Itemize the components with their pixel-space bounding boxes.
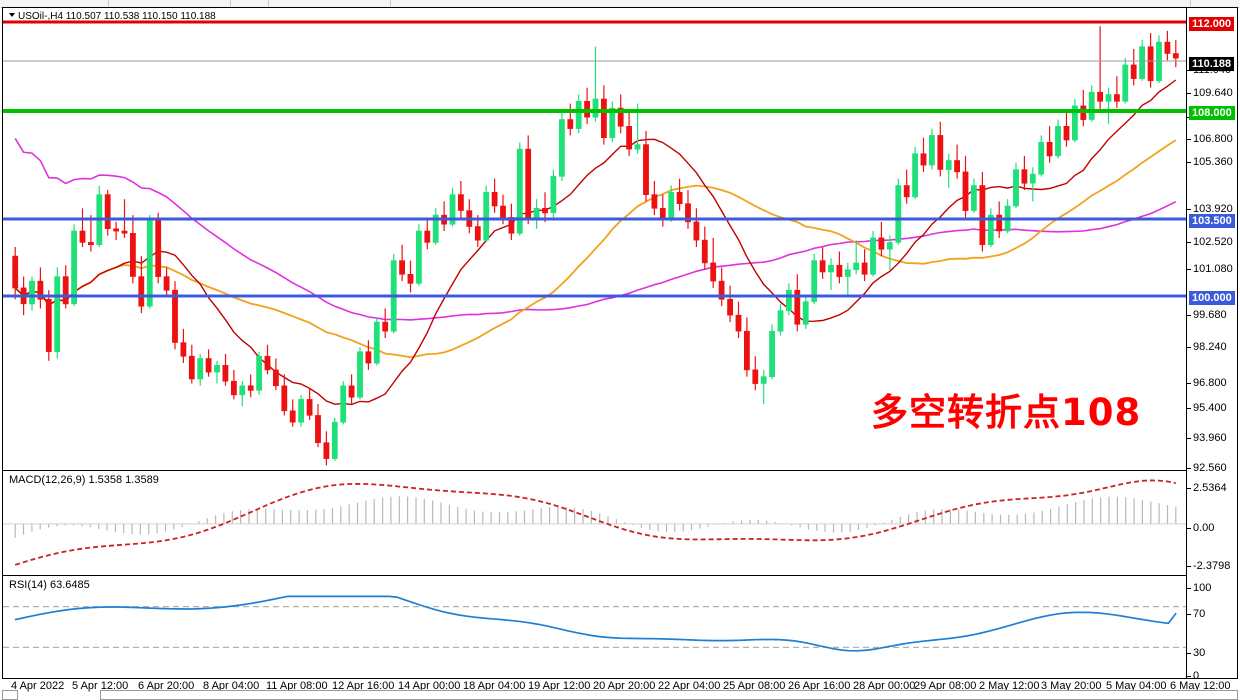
symbol-ohlc-text: USOil-,H4 110.507 110.538 110.150 110.18… — [18, 11, 216, 22]
scale-tick-mark — [1187, 347, 1191, 348]
scale-tick-mark — [1187, 468, 1191, 469]
toolbar-segment[interactable] — [230, 0, 269, 7]
time-axis-label: 19 Apr 12:00 — [528, 680, 591, 692]
price-level-108[interactable]: 108.000 — [1189, 106, 1235, 120]
time-axis-label: 12 Apr 16:00 — [332, 680, 395, 692]
scale-tick-label: 0 — [1193, 670, 1200, 682]
scale-tick-mark — [1187, 162, 1191, 163]
rsi-pane[interactable] — [3, 576, 1186, 678]
time-axis-label: 18 Apr 04:00 — [463, 680, 526, 692]
toolbar-segment[interactable] — [108, 0, 231, 7]
scale-tick-label: 0.00 — [1193, 522, 1215, 534]
time-axis-label: 2 May 12:00 — [979, 680, 1040, 692]
scale-tick-label: 93.960 — [1193, 432, 1227, 444]
scale-tick-mark — [1187, 614, 1191, 615]
time-axis-label: 29 Apr 08:00 — [914, 680, 977, 692]
scale-tick-mark — [1187, 676, 1191, 677]
time-axis-label: 22 Apr 04:00 — [658, 680, 721, 692]
time-axis-label: 25 Apr 08:00 — [723, 680, 786, 692]
scale-tick-mark — [1187, 408, 1191, 409]
rsi-scale-group: 100 70 30 0 — [1187, 576, 1238, 682]
scale-tick-label: 102.520 — [1193, 236, 1233, 248]
price-plot-svg — [3, 20, 1186, 466]
scale-tick-mark — [1187, 566, 1191, 567]
pane-separator-macd-rsi — [3, 575, 1186, 576]
scale-tick-label: -2.3798 — [1193, 560, 1231, 572]
time-axis-label: 6 May 12:00 — [1170, 680, 1231, 692]
scale-tick-mark — [1187, 653, 1191, 654]
scale-tick-label: 106.800 — [1193, 133, 1233, 145]
scale-tick-label: 99.680 — [1193, 309, 1227, 321]
rsi-header: RSI(14) 63.6485 — [9, 579, 90, 591]
scale-tick-mark — [1187, 383, 1191, 384]
scale-tick-mark — [1187, 139, 1191, 140]
toolbar-segment[interactable] — [390, 0, 1191, 7]
price-scale-group: 111.040109.640108.200106.800105.360103.9… — [1187, 8, 1238, 474]
scale-tick-mark — [1187, 269, 1191, 270]
scale-tick-mark — [1187, 209, 1191, 210]
rsi-plot-svg — [3, 595, 1186, 652]
time-axis-label: 5 Apr 12:00 — [72, 680, 129, 692]
pane-separator-price-macd — [3, 470, 1186, 471]
scale-tick-label: 30 — [1193, 647, 1206, 659]
time-axis-label: 5 May 04:00 — [1106, 680, 1167, 692]
value-scale[interactable]: 111.040109.640108.200106.800105.360103.9… — [1186, 8, 1238, 682]
time-axis-label: 20 Apr 20:00 — [593, 680, 656, 692]
scale-tick-mark — [1187, 528, 1191, 529]
time-axis-label: 3 May 20:00 — [1041, 680, 1102, 692]
time-axis-label: 6 Apr 20:00 — [138, 680, 195, 692]
scale-tick-label: 101.080 — [1193, 263, 1233, 275]
scale-tick-label: 70 — [1193, 608, 1206, 620]
last-price-label[interactable]: 110.188 — [1189, 57, 1235, 71]
chart-window[interactable]: USOil-,H4 110.507 110.538 110.150 110.18… — [2, 7, 1238, 682]
scale-tick-label: 103.920 — [1193, 203, 1233, 215]
price-level-103-5[interactable]: 103.500 — [1189, 214, 1235, 228]
toolbar-segment[interactable] — [0, 0, 109, 7]
bottom-status-bar[interactable] — [100, 690, 1238, 700]
price-level-100[interactable]: 100.000 — [1189, 291, 1235, 305]
macd-pane[interactable] — [3, 471, 1186, 575]
scale-tick-mark — [1187, 315, 1191, 316]
macd-scale-group: 2.5364 0.00 -2.3798 — [1187, 471, 1238, 575]
scale-tick-label: 96.800 — [1193, 377, 1227, 389]
time-axis-label: 28 Apr 00:00 — [853, 680, 916, 692]
scale-tick-mark — [1187, 242, 1191, 243]
scale-tick-label: 105.360 — [1193, 156, 1233, 168]
scale-tick-mark — [1187, 588, 1191, 589]
scale-tick-label: 95.400 — [1193, 402, 1227, 414]
chart-annotation[interactable]: 多空转折点108 — [871, 391, 1142, 434]
time-axis-label: 26 Apr 16:00 — [788, 680, 851, 692]
time-axis-label: 14 Apr 00:00 — [398, 680, 461, 692]
time-axis[interactable]: 4 Apr 2022 5 Apr 12:00 6 Apr 20:00 8 Apr 04… — [2, 680, 1238, 696]
scale-tick-label: 2.5364 — [1193, 482, 1227, 494]
scale-tick-label: 92.560 — [1193, 462, 1227, 474]
time-axis-label: 4 Apr 2022 — [11, 680, 65, 692]
scale-tick-mark — [1187, 93, 1191, 94]
scale-tick-label: 100 — [1193, 582, 1212, 594]
toolbar-segment[interactable] — [268, 0, 391, 7]
price-level-112[interactable]: 112.000 — [1189, 17, 1235, 31]
time-axis-label: 11 Apr 08:00 — [266, 680, 328, 692]
scale-tick-label: 109.640 — [1193, 87, 1233, 99]
bottom-left-widget[interactable] — [2, 690, 18, 700]
triangle-down-icon[interactable] — [9, 13, 15, 17]
price-pane[interactable] — [3, 8, 1186, 470]
time-axis-label: 8 Apr 04:00 — [203, 680, 260, 692]
scale-tick-mark — [1187, 488, 1191, 489]
scale-tick-label: 98.240 — [1193, 341, 1227, 353]
macd-plot-svg — [3, 479, 1186, 566]
scale-tick-mark — [1187, 438, 1191, 439]
macd-header: MACD(12,26,9) 1.5358 1.3589 — [9, 474, 159, 486]
symbol-header: USOil-,H4 110.507 110.538 110.150 110.18… — [9, 11, 216, 22]
